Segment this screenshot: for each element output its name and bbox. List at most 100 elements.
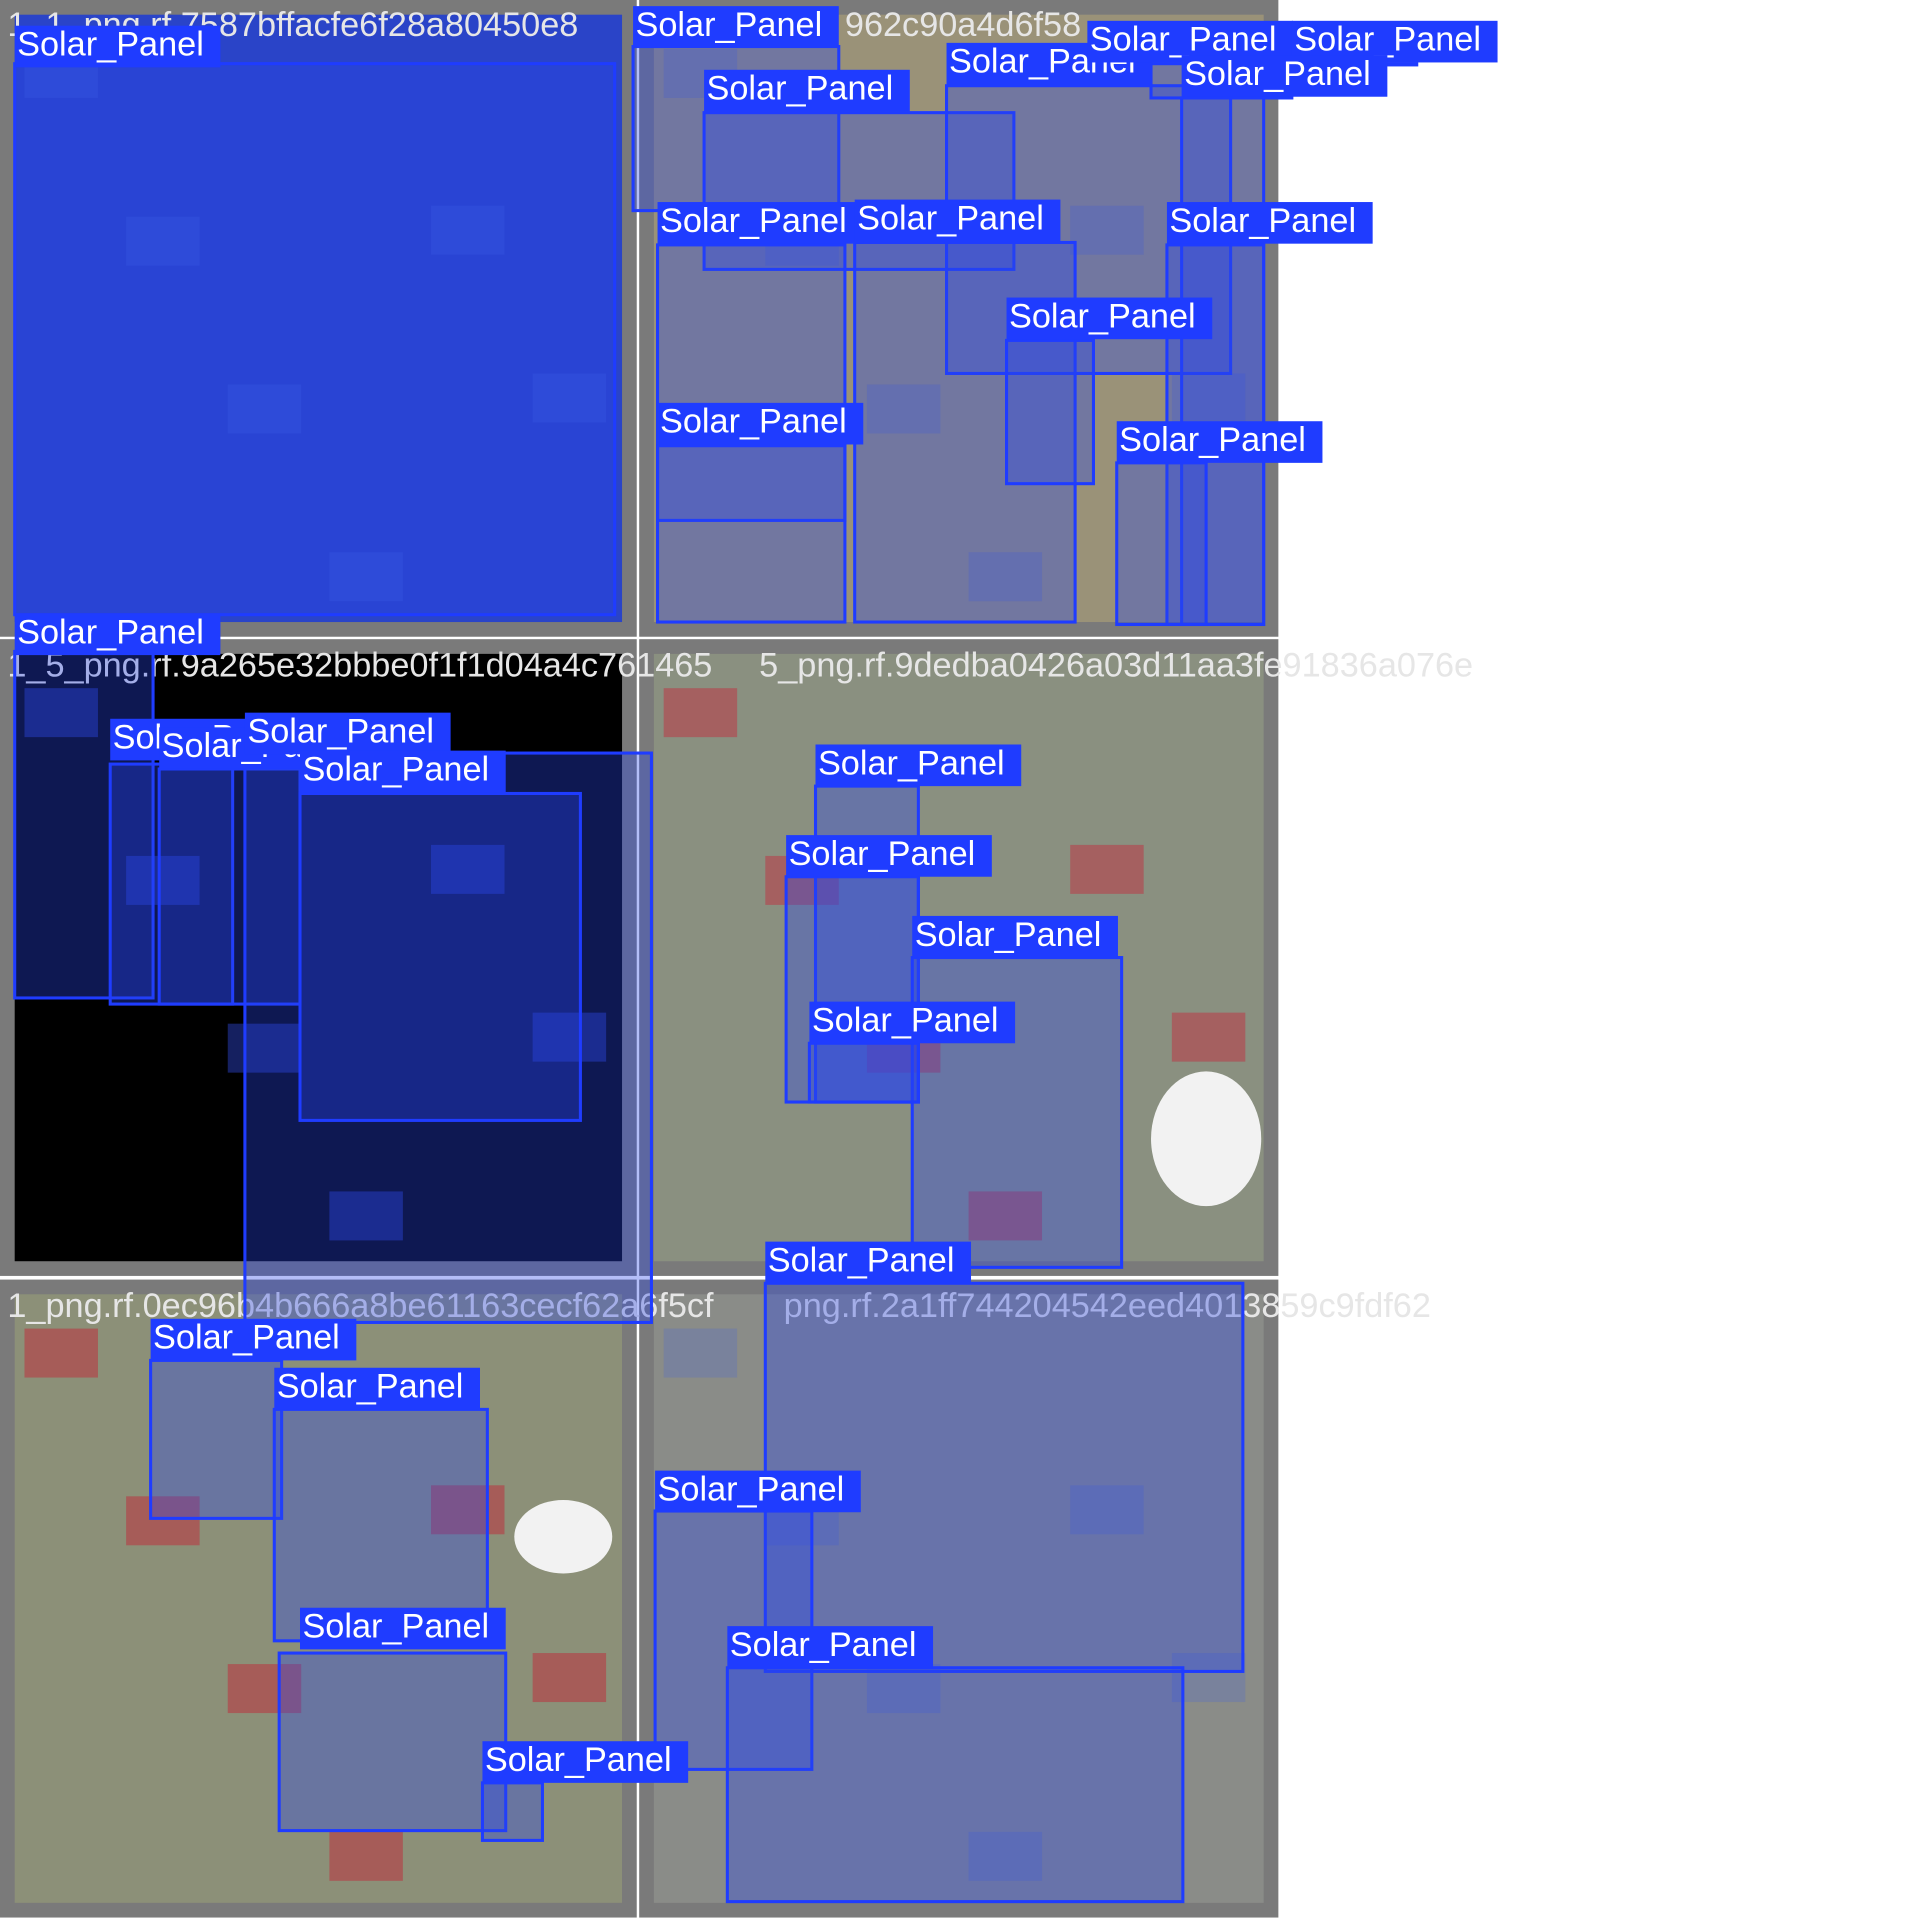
label-background <box>274 1367 480 1410</box>
detection-label: Solar_Panel <box>302 750 489 788</box>
label-background <box>150 1318 357 1361</box>
detection-box <box>272 1407 489 1643</box>
terrain-patch <box>227 1664 302 1714</box>
label-background <box>854 199 1061 242</box>
detection-label: Solar_Panel <box>1184 55 1371 93</box>
label-background <box>727 1626 934 1668</box>
detection-label: Solar_Panel <box>730 1626 917 1664</box>
label-background <box>633 6 839 48</box>
cloud <box>1151 1071 1262 1207</box>
detection-box <box>656 444 847 624</box>
detection-label: Solar_Panel <box>818 744 1005 782</box>
label-background <box>655 1470 861 1513</box>
detection-box <box>725 1666 1185 1904</box>
label-background <box>657 202 864 244</box>
terrain-patch <box>1070 205 1144 255</box>
terrain-patch <box>1070 844 1144 894</box>
tiles: 1_1_png.rf.7587bffacfe6f28a80450e8 962c90… <box>0 0 1473 1918</box>
labels: Solar_PanelSolar_PanelSolar_PanelSolar_P… <box>14 6 1498 1783</box>
label-background <box>657 402 864 445</box>
terrain-patch <box>431 844 505 894</box>
detection-label: Solar_Panel <box>1009 297 1196 335</box>
label-background <box>704 69 910 112</box>
terrain-patch <box>126 1496 200 1546</box>
terrain-patch <box>329 1191 403 1241</box>
terrain-patch <box>431 1485 505 1535</box>
terrain-patch <box>126 855 200 905</box>
terrain-patch <box>532 1012 607 1062</box>
terrain-patch <box>126 216 200 266</box>
label-background <box>765 1241 972 1284</box>
tile-filename: 5_png.rf.9dedba0426a03d11aa3fe91836a076e <box>759 646 1473 684</box>
detection-label: Solar_Panel <box>660 202 847 240</box>
label-background <box>244 712 451 755</box>
detection-label: Solar_Panel <box>153 1319 340 1357</box>
detection-box <box>656 243 847 522</box>
detection-box <box>13 62 617 617</box>
detection-label: Solar_Panel <box>302 1608 489 1646</box>
detection-label: Solar_Panel <box>660 403 847 441</box>
detection-box <box>1115 461 1208 627</box>
terrain-patch <box>227 1023 302 1073</box>
label-background <box>786 835 992 877</box>
label-background <box>1181 55 1388 97</box>
label-background <box>809 1001 1016 1044</box>
label-background <box>482 1741 689 1783</box>
label-background <box>1116 421 1323 463</box>
terrain-patch <box>227 384 302 434</box>
detection-label: Solar_Panel <box>658 1470 845 1508</box>
label-background <box>300 750 506 793</box>
terrain-patch <box>1171 1012 1246 1062</box>
detection-label: Solar_Panel <box>277 1368 464 1406</box>
terrain-patch <box>663 1328 738 1378</box>
detection-box <box>298 791 582 1122</box>
detection-label: Solar_Panel <box>857 199 1044 237</box>
label-background <box>912 915 1118 958</box>
detection-label: Solar_Panel <box>247 713 434 751</box>
terrain-patch <box>532 373 607 423</box>
detection-label: Solar_Panel <box>768 1242 955 1280</box>
detection-box <box>1005 338 1095 486</box>
detection-box <box>149 1358 284 1520</box>
label-background <box>1006 297 1213 340</box>
detection-box <box>13 649 155 1000</box>
detection-box <box>277 1651 508 1833</box>
detection-label: Solar_Panel <box>1294 21 1481 59</box>
terrain-patch <box>24 1328 98 1378</box>
detection-label: Solar_Panel <box>485 1741 672 1779</box>
terrain-patch <box>866 384 941 434</box>
label-background <box>14 25 221 68</box>
label-background <box>300 1607 506 1650</box>
detection-label: Solar_Panel <box>1169 202 1356 240</box>
detection-label: Solar_Panel <box>17 613 204 651</box>
label-background <box>815 744 1022 787</box>
detection-label: Solar_Panel <box>1090 21 1277 59</box>
terrain-patch <box>968 552 1043 602</box>
terrain-patch <box>431 205 505 255</box>
label-background <box>1166 202 1373 244</box>
terrain-patch <box>1070 1485 1144 1535</box>
detection-label: Solar_Panel <box>1119 421 1306 459</box>
terrain-patch <box>329 552 403 602</box>
tile-image <box>653 1294 1264 1903</box>
tile-filename: png.rf.2a1ff744204542eed4013859c9fdf62 <box>784 1287 1431 1325</box>
terrain-patch <box>1171 373 1246 423</box>
detection-label: Solar_Panel <box>915 916 1102 954</box>
terrain-patch <box>968 1191 1043 1241</box>
label-background <box>14 613 221 656</box>
terrain-patch <box>24 688 98 738</box>
detection-label: Solar_Panel <box>812 1002 999 1040</box>
cloud <box>514 1500 613 1574</box>
terrain-patch <box>532 1653 607 1703</box>
detection-box <box>1180 96 1266 627</box>
detection-label: Solar_Panel <box>707 70 894 108</box>
detection-box <box>243 751 653 1324</box>
terrain-patch <box>968 1831 1043 1881</box>
terrain-patch <box>663 688 738 738</box>
tile-image <box>14 14 623 623</box>
detection-box <box>157 767 302 1006</box>
terrain-patch <box>329 1831 403 1881</box>
tile-filename: 1_png.rf.0ec96b4b666a8be61163cecf62a6f5c… <box>7 1287 714 1325</box>
